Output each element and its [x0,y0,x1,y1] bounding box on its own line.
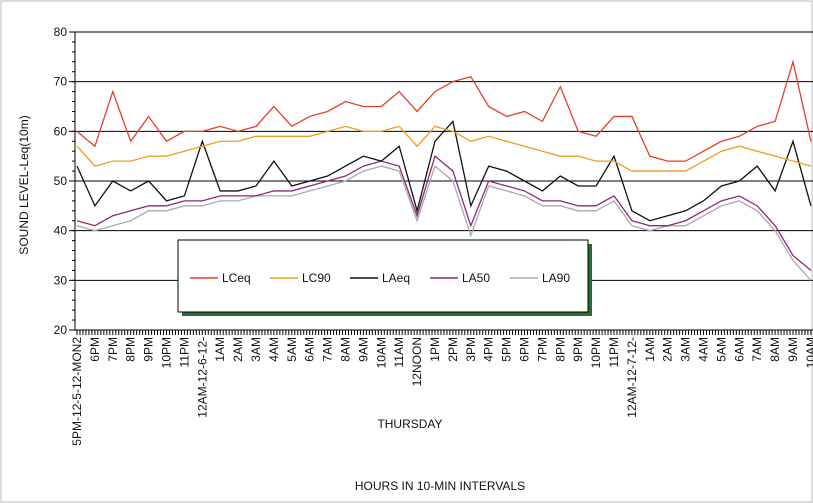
x-tick-label: 9AM [786,337,800,362]
x-axis-label: HOURS IN 10-MIN INTERVALS [355,479,525,493]
x-tick-label: 2PM [446,337,460,362]
y-tick-label: 60 [54,124,68,138]
x-tick-label: 12AM-12-7-12- [625,337,639,418]
legend-label: LAeq [382,271,410,285]
x-tick-label: 7PM [106,337,120,362]
x-tick-label: 2AM [661,337,675,362]
x-tick-label: 6PM [518,337,532,362]
x-tick-label: 3AM [249,337,263,362]
x-tick-label: 7PM [535,337,549,362]
x-tick-label: 4PM [482,337,496,362]
x-tick-label: 11PM [177,337,191,367]
x-tick-label: 9PM [571,337,585,362]
x-tick-label: 1AM [643,337,657,362]
x-tick-label: 1PM [428,337,442,362]
x-tick-label: 2AM [231,337,245,362]
annotation: THURSDAY [377,417,442,431]
legend-label: LC90 [302,271,331,285]
y-tick-label: 30 [54,273,68,287]
data-line [76,125,812,172]
legend-box [177,239,589,313]
x-tick-label: 7AM [750,337,764,362]
x-tick-label: 10AM [804,337,813,368]
y-tick-label: 70 [54,75,68,89]
x-tick-label: 10PM [160,337,174,368]
x-tick-label: 9PM [142,337,156,362]
x-tick-label: 4AM [697,337,711,362]
y-tick-label: 80 [54,25,68,39]
x-tick-label: 7AM [321,337,335,362]
x-tick-label: 1AM [213,337,227,362]
x-tick-label: 3AM [679,337,693,362]
x-tick-label: 3PM [464,337,478,362]
data-line [76,59,812,162]
y-tick-label: 20 [54,323,68,337]
x-tick-label: 12AM-12-6-12- [195,337,209,418]
legend-label: LA50 [462,271,490,285]
x-tick-label: 8PM [124,337,138,362]
y-tick-label: 40 [54,224,68,238]
legend-label: LCeq [222,271,251,285]
x-tick-label: 5AM [285,337,299,362]
x-tick-label: 11AM [392,337,406,367]
x-tick-label: 10PM [589,337,603,368]
x-tick-label: 6AM [732,337,746,362]
x-tick-label: 6AM [303,337,317,362]
x-tick-label: 8AM [768,337,782,362]
data-line [76,155,812,271]
x-tick-label: 5PM-12-5-12-MON2 [70,337,84,446]
x-tick-label: 9AM [356,337,370,362]
data-line [76,120,812,222]
x-tick-label: 11PM [607,337,621,367]
x-tick-label: 8AM [339,337,353,362]
y-axis-label: SOUND LEVEL-Leq(10m) [17,115,31,254]
y-tick-label: 50 [54,174,68,188]
x-tick-label: 4AM [267,337,281,362]
x-tick-label: 5AM [714,337,728,362]
x-tick-label: 5PM [500,337,514,362]
legend-label: LA90 [542,271,570,285]
x-tick-label: 8PM [553,337,567,362]
x-tick-label: 12NOON [410,337,424,386]
x-tick-label: 6PM [88,337,102,362]
x-tick-label: 10AM [374,337,388,368]
data-line [76,164,812,281]
